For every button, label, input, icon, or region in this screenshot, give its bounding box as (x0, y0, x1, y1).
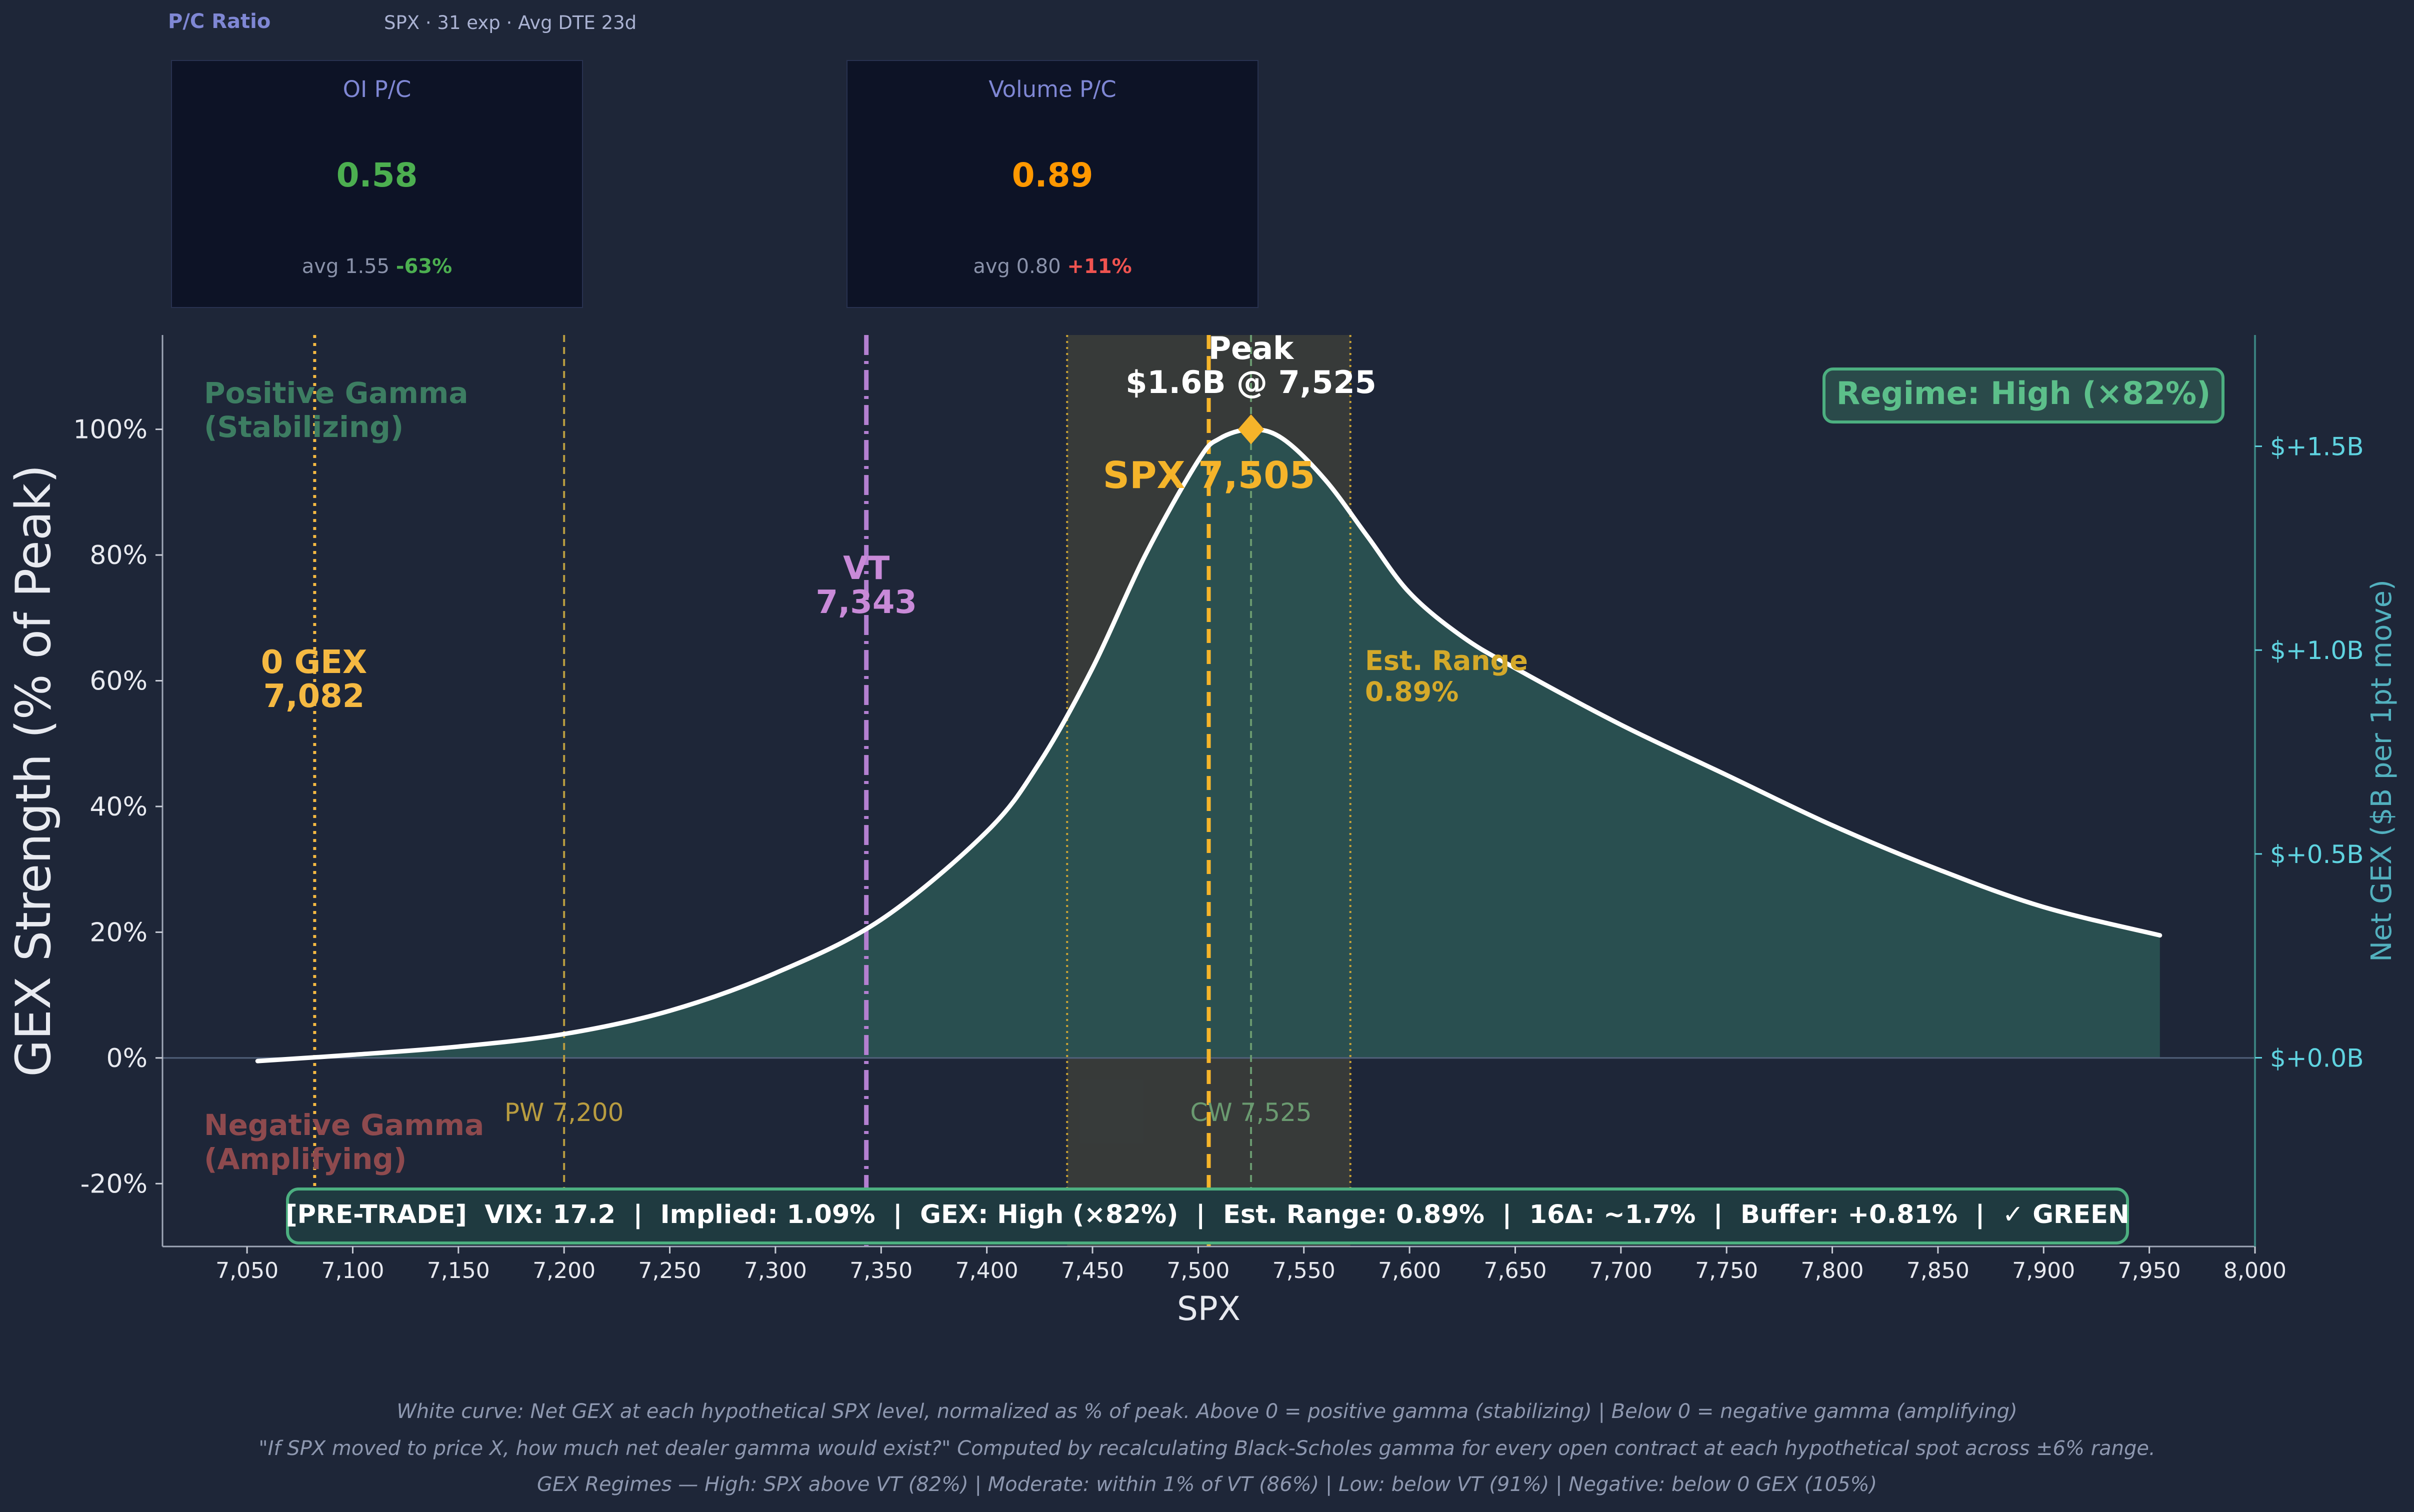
est-range-value: 0.89% (1365, 676, 1458, 708)
y2-tick-label: $+0.5B (2270, 840, 2364, 869)
footnote-3: GEX Regimes — High: SPX above VT (82%) |… (536, 1473, 1878, 1496)
negative-gamma-label: Negative Gamma (204, 1108, 484, 1142)
y2-tick-label: $+0.0B (2270, 1044, 2364, 1073)
oi-pc-card: OI P/C 0.58 avg 1.55 -63% (171, 60, 583, 308)
oi-pc-avg-text: avg 1.55 (302, 255, 390, 278)
volume-pc-card: Volume P/C 0.89 avg 0.80 +11% (846, 60, 1258, 308)
peak-label: Peak (1208, 330, 1294, 366)
x-tick-label: 7,150 (427, 1258, 490, 1284)
peak-value-label: $1.6B @ 7,525 (1126, 364, 1376, 400)
y2-tick-label: $+1.5B (2270, 432, 2364, 462)
gex-curve (255, 427, 2162, 1064)
x-tick-label: 7,700 (1590, 1258, 1652, 1284)
pc-ratio-subtitle: SPX · 31 exp · Avg DTE 23d (384, 12, 637, 34)
regime-badge-text: Regime: High (×82%) (1836, 375, 2211, 412)
x-tick-label: 7,600 (1378, 1258, 1441, 1284)
x-tick-label: 7,900 (2012, 1258, 2075, 1284)
call-wall-label: CW 7,525 (1190, 1098, 1312, 1127)
volume-pc-value: 0.89 (1012, 156, 1094, 194)
x-tick-label: 7,500 (1166, 1258, 1230, 1284)
volume-pc-avg-text: avg 0.80 (973, 255, 1061, 278)
x-tick-label: 7,450 (1061, 1258, 1124, 1284)
zero-gex-label: 0 GEX (261, 644, 367, 681)
y-tick-label: 100% (73, 415, 148, 445)
footnote-1: White curve: Net GEX at each hypothetica… (396, 1400, 2018, 1423)
x-tick-label: 7,300 (744, 1258, 807, 1284)
spx-label: SPX 7,505 (1103, 454, 1315, 497)
oi-pc-label: OI P/C (342, 76, 412, 102)
y-axis-label: GEX Strength (% of Peak) (6, 464, 62, 1077)
peak-marker (1238, 414, 1264, 444)
x-tick-label: 7,200 (532, 1258, 596, 1284)
x-tick-label: 7,350 (850, 1258, 912, 1284)
negative-gamma-sublabel: (Amplifying) (204, 1142, 406, 1176)
x-tick-label: 7,050 (216, 1258, 278, 1284)
y-tick-label: -20% (80, 1169, 148, 1199)
est-range-label: Est. Range (1365, 645, 1528, 676)
vt-value: 7,343 (816, 584, 916, 621)
x-tick-label: 7,800 (1801, 1258, 1864, 1284)
volume-pc-label: Volume P/C (988, 76, 1116, 102)
positive-gamma-sublabel: (Stabilizing) (204, 410, 404, 444)
volume-pc-average: avg 0.80 +11% (848, 255, 1258, 278)
y-tick-label: 0% (106, 1044, 148, 1074)
pretrade-banner (286, 1188, 2129, 1244)
regime-badge (1822, 368, 2224, 424)
y2-tick-label: $+1.0B (2270, 636, 2364, 665)
x-tick-label: 7,550 (1272, 1258, 1336, 1284)
pretrade-text: [PRE-TRADE] VIX: 17.2 | Implied: 1.09% |… (286, 1200, 2129, 1230)
y-tick-label: 20% (90, 918, 148, 948)
pc-ratio-title: P/C Ratio (168, 10, 271, 33)
oi-pc-average: avg 1.55 -63% (172, 255, 582, 278)
x-axis-label: SPX (1177, 1290, 1240, 1328)
volume-pc-change: +11% (1067, 255, 1132, 278)
y2-axis-label: Net GEX ($B per 1pt move) (2366, 580, 2398, 962)
y-tick-label: 40% (90, 792, 148, 822)
positive-gamma-label: Positive Gamma (204, 376, 468, 410)
x-tick-label: 7,950 (2118, 1258, 2181, 1284)
vt-label: VT (843, 550, 890, 587)
x-tick-label: 7,650 (1484, 1258, 1546, 1284)
oi-pc-value: 0.58 (336, 156, 418, 194)
oi-pc-change: -63% (396, 255, 452, 278)
zero-gex-value: 7,082 (264, 678, 364, 715)
x-tick-label: 8,000 (2224, 1258, 2286, 1284)
x-tick-label: 7,100 (321, 1258, 384, 1284)
x-tick-label: 7,400 (956, 1258, 1018, 1284)
footnote-2: "If SPX moved to price X, how much net d… (258, 1437, 2156, 1460)
y-tick-label: 80% (90, 540, 148, 570)
x-tick-label: 7,850 (1906, 1258, 1970, 1284)
put-wall-label: PW 7,200 (504, 1098, 624, 1127)
x-tick-label: 7,750 (1695, 1258, 1758, 1284)
x-tick-label: 7,250 (638, 1258, 702, 1284)
y-tick-label: 60% (90, 666, 148, 696)
